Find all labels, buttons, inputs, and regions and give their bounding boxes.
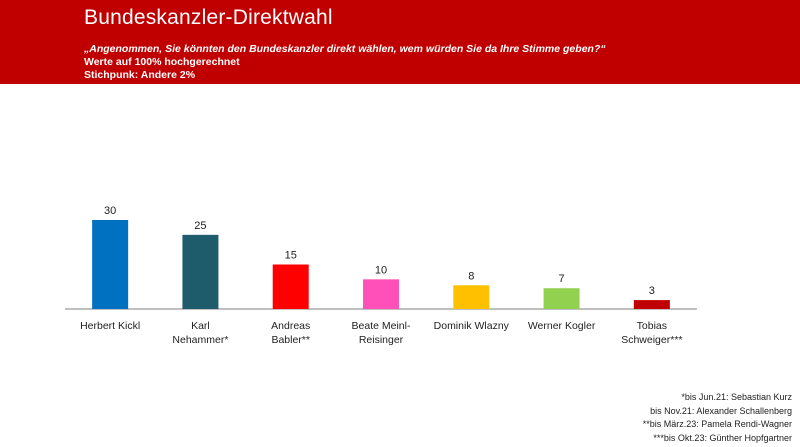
sample-note: Stichpunk: Andere 2%: [84, 69, 196, 81]
category-label-5: Werner Kogler: [528, 320, 596, 332]
category-label-4: Dominik Wlazny: [434, 320, 510, 332]
category-label-6: Tobias Schweiger***: [621, 320, 682, 346]
data-label-1: 25: [194, 220, 206, 232]
data-label-5: 7: [559, 273, 565, 285]
category-label-1: Karl Nehammer*: [172, 320, 228, 346]
bar-5: [543, 288, 580, 309]
category-label-2: Andreas Babler**: [271, 320, 310, 346]
data-label-6: 3: [649, 285, 655, 297]
projection-note: Werte auf 100% hochgerechnet: [84, 56, 240, 68]
page-title: Bundeskanzler-Direktwahl: [84, 6, 333, 29]
data-label-3: 10: [375, 264, 387, 276]
bar-4: [453, 285, 490, 309]
category-label-3: Beate Meinl-Reisinger: [352, 320, 411, 346]
header-banner: Bundeskanzler-Direktwahl „Angenommen, Si…: [0, 0, 800, 84]
data-label-0: 30: [104, 205, 116, 217]
footnote-3: **bis März.23: Pamela Rendi-Wagner: [642, 419, 792, 429]
survey-question: „Angenommen, Sie könnten den Bundeskanzl…: [84, 43, 606, 55]
footnote-2: bis Nov.21: Alexander Schallenberg: [650, 405, 792, 416]
bar-chart: 30 Herbert Kickl 25 Karl Nehammer* 15 Andreas B…: [65, 205, 697, 346]
bar-0: [92, 220, 129, 309]
data-label-2: 15: [285, 250, 297, 262]
footnote-4: ***bis Okt.23: Günther Hopfgartner: [653, 432, 792, 443]
bar-1: [182, 234, 219, 309]
data-label-4: 8: [468, 270, 474, 282]
bar-2: [272, 264, 309, 309]
bar-6: [633, 300, 670, 309]
category-label-0: Herbert Kickl: [80, 320, 140, 332]
footnotes: *bis Jun.21: Sebastian Kurz bis Nov.21: …: [643, 391, 792, 445]
bar-3: [363, 279, 399, 309]
footnote-1: *bis Jun.21: Sebastian Kurz: [681, 392, 792, 402]
